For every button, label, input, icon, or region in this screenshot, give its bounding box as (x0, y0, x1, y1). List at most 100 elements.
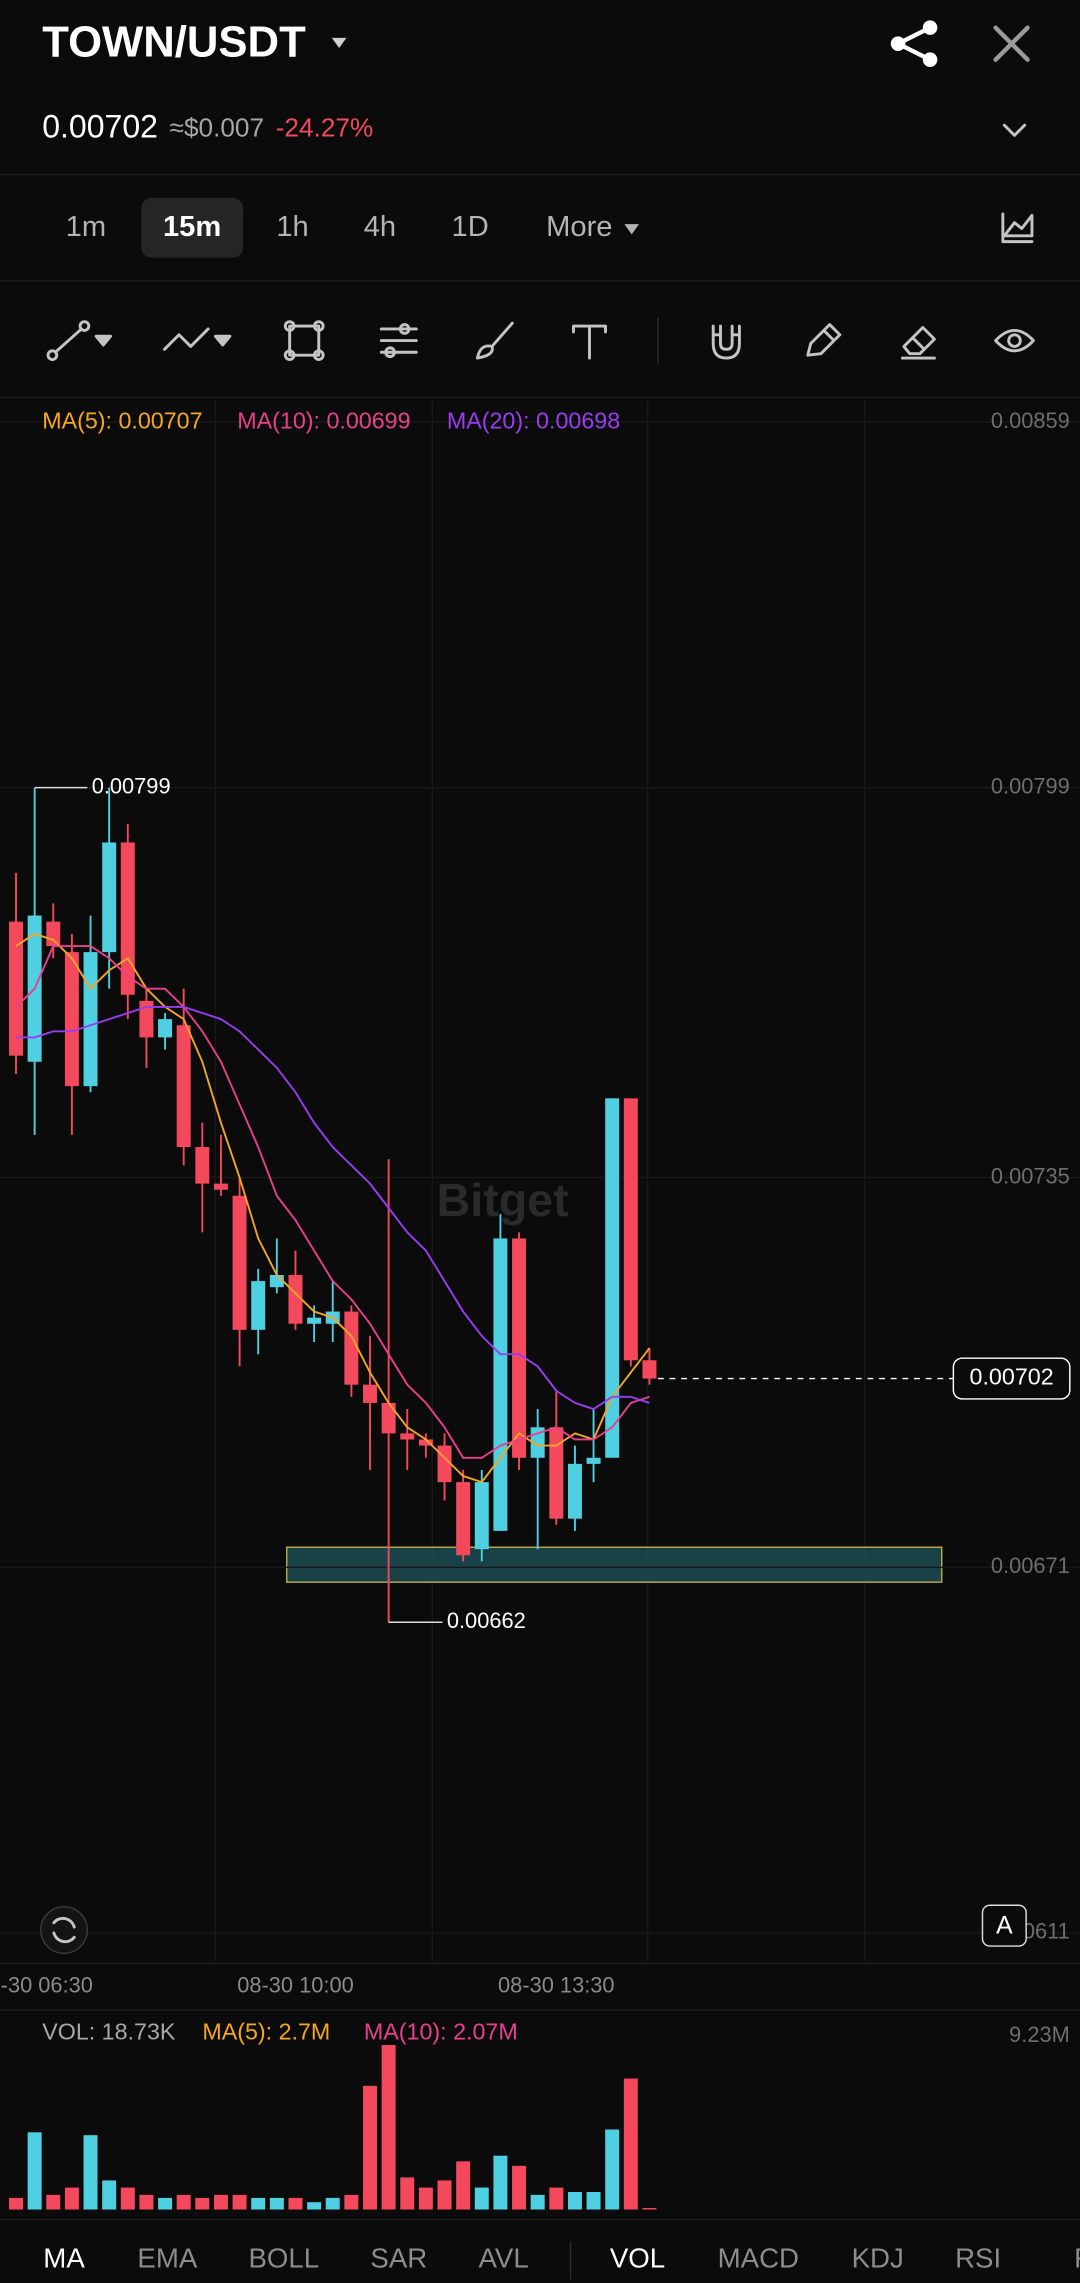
eraser-tool[interactable] (900, 326, 936, 360)
chart-type-button[interactable] (1001, 212, 1034, 244)
vertical-grid (214, 400, 866, 1963)
volume-chart: 9.23M VOL: 18.73K MA(5): 2.7M MA(10): 2.07M (9, 2019, 1070, 2210)
volume-bar (642, 2208, 657, 2210)
x-tick-label: 08-30 06:30 (0, 1973, 93, 1998)
ma-legend: MA(20): 0.00698 (447, 407, 620, 433)
interval-bar: 1m 15m 1h 4h 1D More (66, 211, 639, 243)
ma-legend: MA(10): 0.00699 (237, 407, 410, 433)
candle-body (512, 1238, 527, 1458)
interval-button[interactable]: 1m (66, 211, 106, 243)
rotate-button[interactable] (40, 1906, 89, 1955)
volume-bar (46, 2194, 61, 2210)
candle-body (102, 842, 117, 953)
volume-bar (363, 2085, 377, 2210)
fib-tool[interactable] (379, 323, 418, 359)
low-label: 0.00662 (447, 1608, 526, 1633)
candle-body (158, 1019, 173, 1038)
indicator-tab[interactable]: SAR (370, 2243, 427, 2274)
volume-bar (418, 2187, 433, 2210)
volume-bar (381, 2045, 396, 2210)
candle-body (586, 1457, 601, 1464)
candle-body (120, 842, 135, 995)
interval-button[interactable]: More (546, 211, 612, 243)
ma-line (15, 945, 650, 1459)
indicator-tab[interactable]: BOLL (248, 2243, 319, 2274)
shape-tool[interactable] (283, 320, 325, 361)
interval-button[interactable]: 15m (163, 211, 221, 243)
drawing-toolbar (46, 317, 1035, 364)
close-button[interactable] (993, 25, 1030, 62)
y-tick-label: 0.00671 (991, 1553, 1070, 1578)
indicator-tab[interactable]: VOL (610, 2243, 665, 2274)
volume-bar (288, 2197, 303, 2210)
indicator-tab[interactable]: MA (43, 2243, 85, 2274)
indicator-tab[interactable]: ROC (1074, 2243, 1080, 2274)
candle-body (64, 952, 79, 1087)
candle-body (400, 1433, 415, 1440)
last-price-box (952, 1357, 1071, 1400)
auto-button[interactable] (981, 1904, 1027, 1947)
rotate-icon (52, 1916, 76, 1944)
candle-body (381, 1402, 396, 1434)
volume-bar (530, 2194, 545, 2210)
candle-body (288, 1274, 303, 1324)
magnet-tool[interactable] (711, 324, 741, 360)
volume-bar (139, 2194, 154, 2210)
share-button[interactable] (890, 20, 938, 67)
candle-body (456, 1482, 471, 1556)
candle-body (83, 952, 98, 1087)
candle-body (195, 1147, 210, 1184)
y-tick-label: 0.00735 (991, 1163, 1070, 1188)
drawn-zone[interactable] (286, 1546, 943, 1583)
ma-line (15, 932, 651, 1484)
indicator-tab[interactable]: EMA (137, 2243, 197, 2274)
x-tick-label: 08-30 10:00 (237, 1973, 354, 1998)
volume-bar (586, 2192, 601, 2210)
candle-body (307, 1317, 322, 1324)
volume-bar (512, 2165, 527, 2210)
volume-bar (437, 2180, 452, 2210)
candle-body (232, 1195, 247, 1330)
indicator-tab[interactable]: MACD (718, 2243, 799, 2274)
volume-bar (213, 2194, 228, 2210)
pair-dropdown[interactable] (331, 37, 347, 49)
volume-bar (232, 2194, 247, 2210)
candle-body (418, 1439, 433, 1446)
indicator-tab[interactable]: KDJ (852, 2243, 904, 2274)
volume-bar (493, 2155, 508, 2210)
pattern-tool[interactable] (163, 327, 232, 351)
candle-body (605, 1098, 620, 1458)
price-chart: 0.006110.006710.007350.007990.0085908-30… (0, 407, 1080, 1998)
interval-selected-bg (141, 197, 244, 258)
interval-button[interactable]: 1h (276, 211, 308, 243)
line-tool[interactable] (46, 320, 113, 361)
last-price-label: 0.00702 (970, 1364, 1054, 1390)
volume-legend: MA(5): 2.7M (202, 2019, 330, 2045)
visibility-tool[interactable] (994, 328, 1035, 353)
edit-tool[interactable] (806, 323, 842, 357)
volume-bar (64, 2187, 79, 2210)
volume-bar (325, 2197, 340, 2210)
share-icon (897, 25, 932, 62)
indicator-tab[interactable]: RSI (955, 2243, 1001, 2274)
interval-button[interactable]: 1D (452, 211, 489, 243)
y-tick-label: 9.23M (1009, 2022, 1070, 2047)
volume-bar (623, 2078, 638, 2210)
auto-label: A (996, 1913, 1013, 1940)
indicator-tab[interactable]: AVL (479, 2243, 529, 2274)
interval-button[interactable]: 4h (364, 211, 396, 243)
volume-bar (83, 2135, 98, 2210)
volume-bar (307, 2202, 322, 2210)
text-tool[interactable] (572, 324, 607, 360)
pair-title[interactable]: TOWN/USDT (42, 18, 306, 67)
volume-legend: MA(10): 2.07M (364, 2019, 518, 2045)
volume-bar (9, 2197, 23, 2210)
brush-tool[interactable] (475, 321, 514, 360)
volume-bar (195, 2197, 210, 2210)
price-change: -24.27% (276, 112, 374, 142)
candle-body (251, 1281, 266, 1330)
volume-bar (27, 2132, 42, 2210)
last-price: 0.00702 (42, 109, 158, 145)
expand-chevron[interactable] (1002, 123, 1027, 137)
